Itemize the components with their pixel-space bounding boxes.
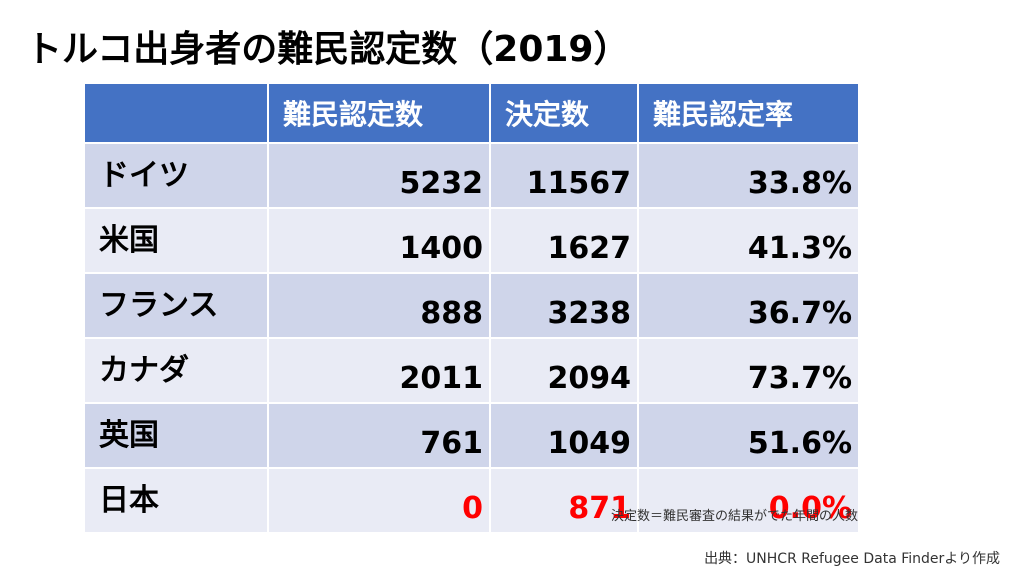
country-cell: 日本 [85, 467, 268, 532]
table-row: フランス 888 3238 36.7% [85, 272, 858, 338]
country-cell: 米国 [85, 207, 268, 273]
rate-cell: 36.7% [637, 272, 858, 338]
decisions-cell: 3238 [489, 272, 638, 338]
country-cell: フランス [85, 272, 268, 338]
decisions-cell: 1627 [489, 207, 638, 273]
rate-cell: 41.3% [637, 207, 858, 273]
page-title: トルコ出身者の難民認定数（2019） [26, 29, 630, 70]
refugee-table: 難民認定数 決定数 難民認定率 ドイツ 5232 11567 33.8% 米国 … [85, 84, 858, 532]
definition-note: 決定数＝難民審査の結果がでた年間の人数 [610, 509, 858, 524]
recognized-cell: 5232 [267, 142, 490, 208]
source-note: 出典：UNHCR Refugee Data Finderより作成 [704, 551, 1000, 567]
table-row: 米国 1400 1627 41.3% [85, 207, 858, 273]
recognized-cell: 1400 [267, 207, 490, 273]
country-cell: 英国 [85, 402, 268, 468]
column-header-country [85, 84, 268, 143]
recognized-cell: 2011 [267, 337, 490, 403]
country-cell: ドイツ [85, 142, 268, 208]
recognized-cell: 888 [267, 272, 490, 338]
rate-cell: 33.8% [637, 142, 858, 208]
decisions-cell: 11567 [489, 142, 638, 208]
decisions-cell: 1049 [489, 402, 638, 468]
column-header-recognized: 難民認定数 [267, 84, 490, 143]
table-row: ドイツ 5232 11567 33.8% [85, 142, 858, 208]
country-cell: カナダ [85, 337, 268, 403]
column-header-decisions: 決定数 [489, 84, 638, 143]
decisions-cell: 2094 [489, 337, 638, 403]
recognized-cell: 0 [267, 467, 490, 532]
table-row: カナダ 2011 2094 73.7% [85, 337, 858, 403]
table-row: 英国 761 1049 51.6% [85, 402, 858, 468]
rate-cell: 73.7% [637, 337, 858, 403]
decisions-cell: 871 [489, 467, 638, 532]
rate-cell: 0.0% [637, 467, 858, 532]
table-row-highlight: 日本 0 871 0.0% [85, 467, 858, 532]
table-header-row: 難民認定数 決定数 難民認定率 [85, 84, 858, 143]
column-header-rate: 難民認定率 [637, 84, 858, 143]
rate-cell: 51.6% [637, 402, 858, 468]
recognized-cell: 761 [267, 402, 490, 468]
